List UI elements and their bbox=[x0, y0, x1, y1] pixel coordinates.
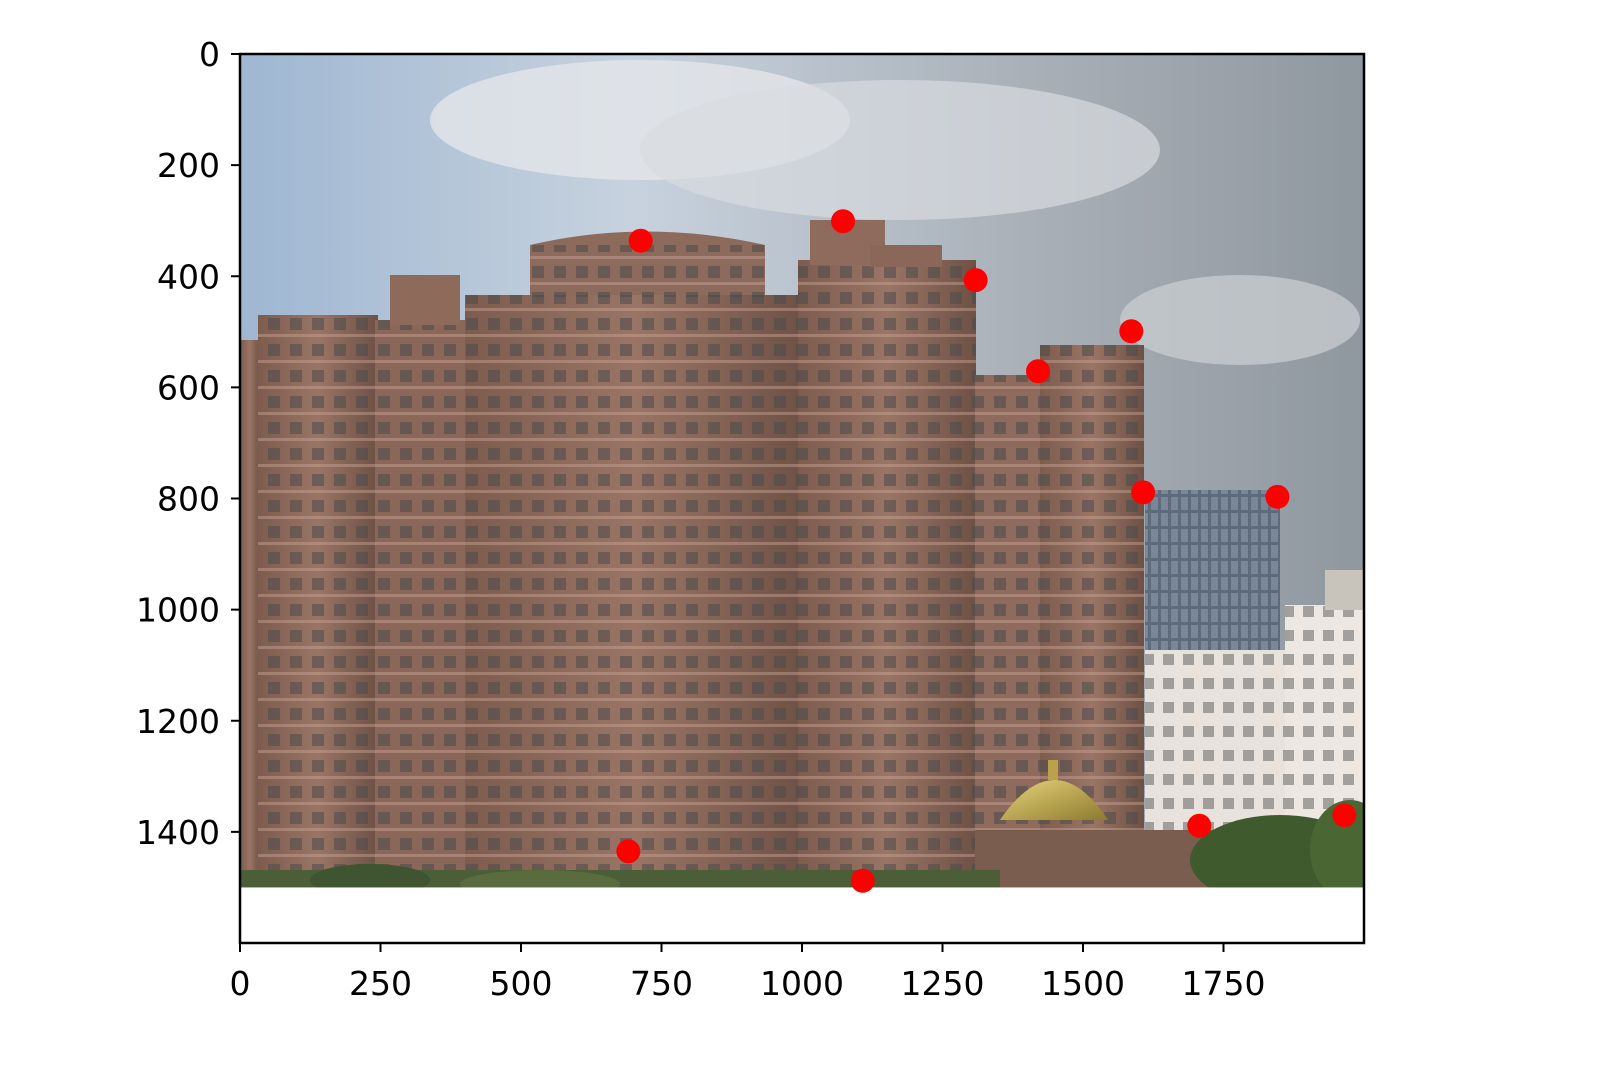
y-tick-label: 200 bbox=[157, 146, 220, 185]
x-tick-label: 1750 bbox=[1182, 964, 1266, 1003]
scatter-point bbox=[1332, 803, 1357, 828]
y-tick-label: 400 bbox=[157, 257, 220, 296]
y-tick-label: 600 bbox=[157, 368, 220, 407]
y-tick-label: 1200 bbox=[136, 702, 220, 741]
y-axis: 0 200 400 600 800 1000 1200 1400 bbox=[136, 35, 240, 852]
y-tick-label: 0 bbox=[199, 35, 220, 74]
scatter-point bbox=[831, 209, 856, 234]
y-tick-label: 1000 bbox=[136, 591, 220, 630]
scatter-point bbox=[616, 839, 641, 864]
keypoint-series bbox=[616, 209, 1357, 893]
scatter-point bbox=[1265, 484, 1290, 509]
x-tick-label: 1000 bbox=[760, 964, 844, 1003]
scatter-point bbox=[850, 868, 875, 893]
scatter-point bbox=[1026, 359, 1051, 384]
x-tick-label: 250 bbox=[349, 964, 412, 1003]
y-tick-label: 1400 bbox=[136, 813, 220, 852]
x-tick-label: 750 bbox=[630, 964, 693, 1003]
scatter-point bbox=[1187, 813, 1212, 838]
scatter-point bbox=[628, 228, 653, 253]
y-tick-label: 800 bbox=[157, 480, 220, 519]
x-tick-label: 1250 bbox=[901, 964, 985, 1003]
scatter-point bbox=[963, 268, 988, 293]
x-tick-label: 0 bbox=[230, 964, 251, 1003]
empty-plot-area bbox=[240, 887, 1364, 943]
x-tick-label: 1500 bbox=[1041, 964, 1125, 1003]
scatter-point bbox=[1131, 480, 1156, 505]
x-tick-label: 500 bbox=[490, 964, 553, 1003]
scatter-point bbox=[1119, 319, 1144, 344]
x-axis: 0 250 500 750 1000 1250 1500 1750 bbox=[230, 943, 1266, 1003]
building-photograph bbox=[240, 54, 1364, 943]
